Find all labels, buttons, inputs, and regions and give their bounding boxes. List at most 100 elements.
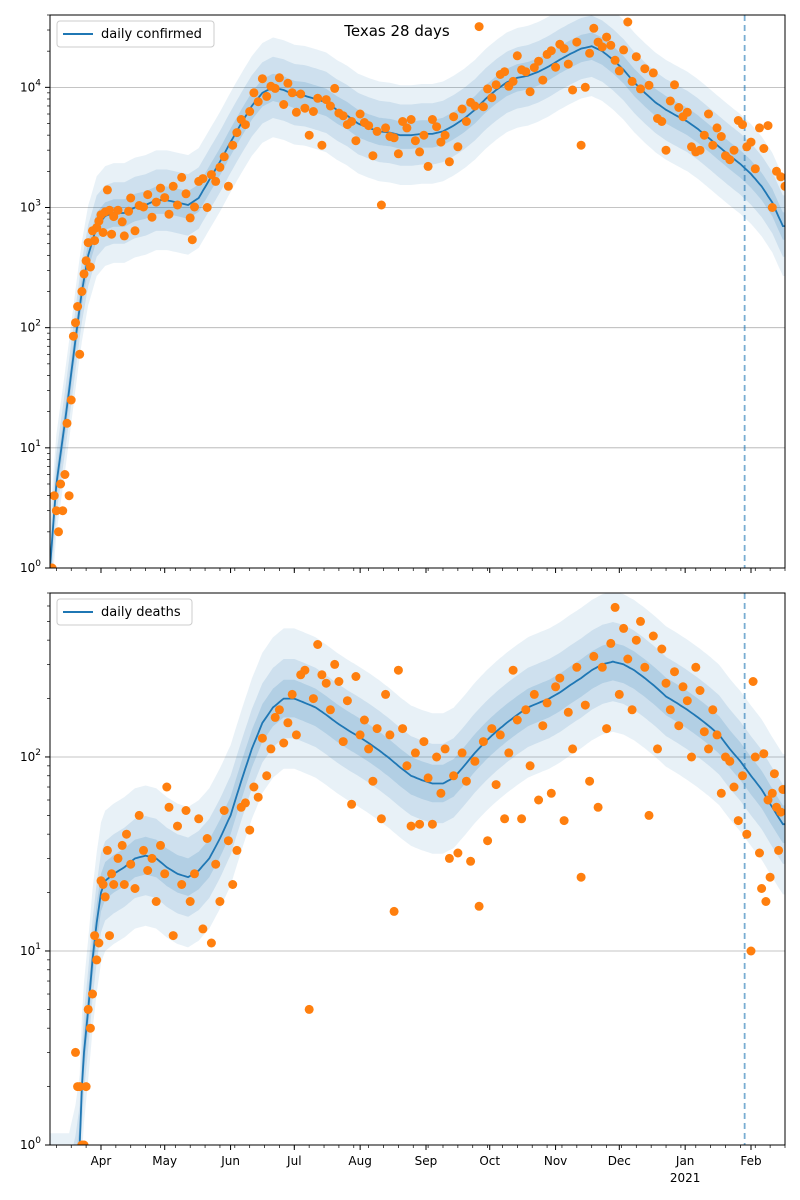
data-point: [194, 814, 204, 824]
data-point: [113, 853, 123, 863]
data-point: [525, 761, 535, 771]
data-point: [682, 696, 692, 706]
data-point: [185, 897, 195, 906]
data-point: [500, 814, 510, 824]
data-point: [546, 46, 556, 56]
confirmed-y-ticks: 100 101 102 103 104: [20, 14, 50, 575]
data-point: [614, 689, 624, 699]
data-point: [453, 142, 463, 152]
data-point: [440, 744, 450, 754]
data-point: [240, 120, 250, 130]
data-point: [725, 756, 735, 766]
data-point: [143, 866, 153, 875]
data-point: [436, 137, 446, 147]
data-point: [164, 209, 174, 219]
data-point: [147, 853, 157, 863]
data-point: [402, 123, 412, 133]
data-point: [504, 748, 514, 758]
data-point: [687, 752, 696, 762]
data-point: [228, 880, 238, 889]
data-point: [563, 59, 573, 69]
data-point: [325, 101, 335, 111]
x-month-label: Nov: [544, 1154, 567, 1168]
data-point: [542, 698, 552, 708]
data-point: [695, 145, 705, 155]
data-point: [330, 659, 340, 669]
data-point: [156, 840, 165, 850]
deaths-model-line: [78, 660, 785, 1145]
x-month-label: Feb: [740, 1154, 761, 1168]
data-point: [147, 212, 157, 222]
data-point: [105, 205, 114, 215]
data-point: [173, 200, 182, 210]
data-point: [300, 103, 310, 113]
data-point: [173, 821, 182, 831]
data-point: [610, 602, 620, 612]
x-month-label: Jul: [286, 1154, 301, 1168]
x-month-label: Aug: [348, 1154, 371, 1168]
y-tick-label: 100: [20, 559, 41, 575]
confirmed-model-line: [50, 45, 785, 568]
deaths-axes-frame: [49, 592, 786, 1146]
data-point: [670, 667, 679, 677]
data-point: [249, 782, 259, 792]
data-point: [351, 672, 361, 681]
data-point: [113, 205, 123, 215]
deaths-observed-points: [71, 602, 785, 1145]
data-point: [406, 115, 416, 124]
data-point: [71, 1047, 80, 1057]
data-point: [568, 744, 578, 754]
deaths-x-ticks: [56, 1145, 786, 1150]
data-point: [219, 806, 229, 815]
data-point: [168, 181, 178, 191]
data-point: [466, 856, 476, 866]
data-point: [674, 103, 684, 112]
data-point: [546, 788, 556, 798]
data-point: [449, 771, 459, 781]
data-point: [478, 102, 488, 112]
data-point: [769, 769, 779, 779]
data-point: [304, 1004, 314, 1014]
data-point: [759, 749, 769, 759]
data-point: [699, 727, 709, 737]
data-point: [347, 799, 357, 809]
data-point: [559, 44, 569, 54]
data-point: [71, 318, 80, 328]
data-point: [206, 170, 216, 180]
data-point: [81, 1082, 91, 1092]
data-point: [648, 631, 658, 641]
data-point: [589, 651, 599, 661]
data-point: [372, 126, 382, 136]
data-point: [427, 819, 437, 829]
data-point: [274, 705, 284, 715]
data-point: [177, 172, 187, 182]
model-median-line: [50, 45, 785, 568]
data-point: [130, 226, 140, 236]
data-point: [94, 938, 104, 948]
data-point: [661, 678, 671, 688]
data-point: [143, 190, 153, 200]
data-point: [219, 152, 229, 162]
data-point: [750, 164, 760, 174]
data-point: [198, 924, 208, 934]
confirmed-legend-box: [56, 20, 215, 48]
data-point: [253, 792, 263, 802]
data-point: [98, 228, 108, 237]
data-point: [160, 869, 170, 879]
data-point: [177, 880, 187, 889]
data-point: [495, 730, 505, 740]
data-point: [262, 771, 272, 781]
data-point: [746, 946, 756, 956]
data-point: [279, 100, 289, 109]
data-point: [755, 848, 764, 858]
data-point: [636, 84, 645, 94]
data-point: [223, 836, 233, 846]
data-point: [107, 869, 117, 879]
data-point: [665, 96, 675, 106]
data-point: [75, 349, 85, 359]
data-point: [126, 193, 136, 203]
data-point: [699, 130, 709, 140]
y-tick-label: 102: [20, 319, 41, 335]
data-point: [512, 51, 522, 61]
